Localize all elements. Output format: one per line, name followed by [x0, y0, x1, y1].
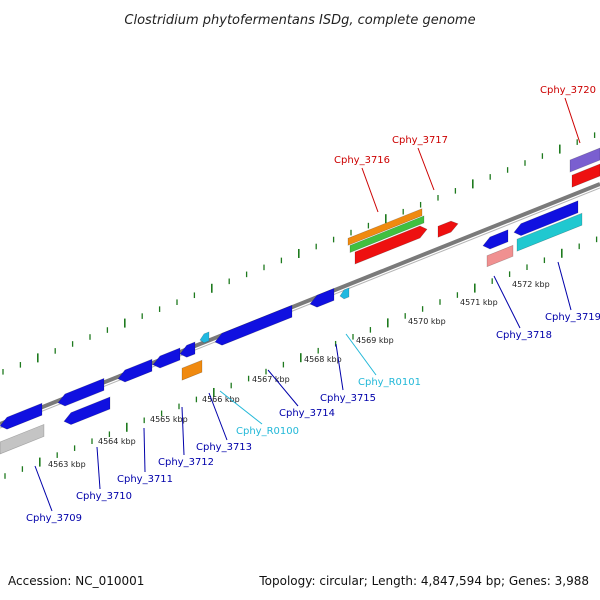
gene-arrow — [0, 402, 43, 430]
label-leader — [219, 390, 263, 425]
gene-label: Cphy_3718 — [496, 330, 552, 341]
axis-label: 4568 kbp — [304, 355, 342, 364]
rna-arrow — [339, 287, 350, 300]
gene-arrow — [347, 208, 423, 246]
label-leader — [181, 406, 185, 456]
gene-arrow — [482, 229, 509, 250]
gene-arrow — [486, 244, 514, 268]
label-leader — [564, 97, 581, 144]
outer-tick-track — [2, 132, 596, 375]
label-leader — [557, 261, 572, 311]
gene-label: Cphy_3714 — [279, 408, 335, 419]
axis-label: 4570 kbp — [408, 317, 446, 326]
gene-arrow — [569, 147, 600, 173]
feature-track — [0, 147, 600, 455]
label-leader — [267, 369, 299, 407]
accession-text: Accession: NC_010001 — [8, 574, 145, 588]
axis-label: 4571 kbp — [460, 298, 498, 307]
gene-arrow — [214, 304, 293, 346]
gene-label: Cphy_R0100 — [236, 426, 299, 437]
gene-arrow — [179, 341, 196, 358]
kbp-axis-labels: 4563 kbp 4564 kbp 4565 kbp 4566 kbp 4567 kbp… — [48, 280, 550, 469]
gene-arrow — [0, 423, 45, 455]
gene-label: Cphy_3713 — [196, 442, 252, 453]
gene-arrow — [181, 359, 203, 381]
label-leader — [345, 333, 377, 376]
label-leader — [34, 465, 53, 512]
gene-label: Cphy_3709 — [26, 513, 82, 524]
gene-label: Cphy_3715 — [320, 393, 376, 404]
gene-arrow — [354, 225, 428, 265]
label-leader — [143, 427, 146, 473]
label-leader — [493, 275, 521, 329]
gene-label: Cphy_3720 — [540, 85, 596, 96]
gene-arrow — [57, 377, 105, 407]
axis-label: 4566 kbp — [202, 395, 240, 404]
gene-arrow — [516, 212, 583, 252]
map-title: Clostridium phytofermentans ISDg, comple… — [124, 13, 475, 28]
gene-arrow — [152, 347, 181, 369]
gene-label: Cphy_R0101 — [358, 377, 421, 388]
gene-label: Cphy_3712 — [158, 457, 214, 468]
gene-arrow — [437, 220, 459, 238]
gene-label: Cphy_3719 — [545, 312, 600, 323]
inner-tick-track — [4, 236, 598, 479]
gene-arrow — [63, 396, 111, 425]
rna-arrow — [199, 331, 210, 344]
gene-label: Cphy_3710 — [76, 491, 132, 502]
gene-label: Cphy_3717 — [392, 135, 448, 146]
label-leader — [417, 147, 435, 191]
topology-summary: Topology: circular; Length: 4,847,594 bp… — [259, 574, 589, 588]
axis-label: 4569 kbp — [356, 336, 394, 345]
axis-label: 4572 kbp — [512, 280, 550, 289]
gene-arrow — [513, 200, 579, 236]
label-leader — [335, 343, 344, 391]
label-leader — [208, 392, 228, 441]
gene-arrow — [309, 287, 335, 308]
label-leader — [361, 167, 379, 213]
gene-arrow — [349, 215, 425, 253]
label-leader — [96, 446, 101, 490]
gene-arrow — [117, 358, 153, 383]
axis-label: 4564 kbp — [98, 437, 136, 446]
gene-label: Cphy_3716 — [334, 155, 390, 166]
axis-label: 4563 kbp — [48, 460, 86, 469]
axis-label: 4567 kbp — [252, 375, 290, 384]
gene-labels: Cphy_3709 Cphy_3710 Cphy_3711 Cphy_3712 Cphy… — [26, 85, 600, 524]
gene-label: Cphy_3711 — [117, 474, 173, 485]
gene-arrow — [571, 163, 600, 188]
axis-label: 4565 kbp — [150, 415, 188, 424]
